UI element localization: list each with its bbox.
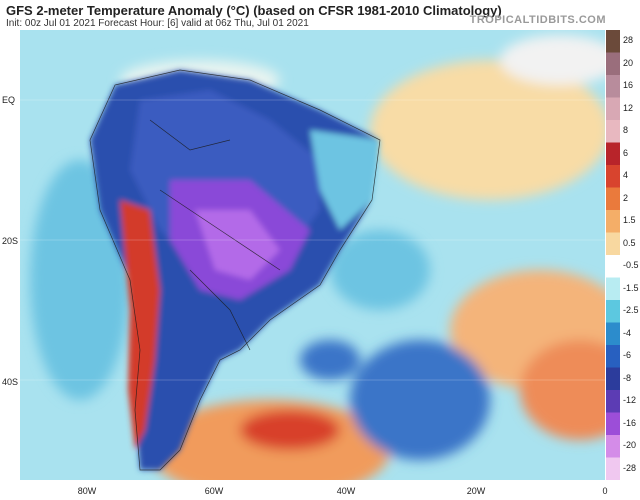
colorbar-tick-label: -20: [623, 440, 637, 451]
colorbar-tick-label: -8: [623, 372, 632, 383]
colorbar-swatch: [606, 412, 620, 436]
lon-label-80w: 80W: [77, 486, 97, 496]
colorbar-swatch: [606, 277, 620, 301]
lon-label-40w: 40W: [336, 486, 356, 496]
map-title: GFS 2-meter Temperature Anomaly (°C) (ba…: [6, 3, 502, 18]
colorbar-swatch: [606, 165, 620, 188]
colorbar-swatch: [606, 232, 620, 256]
colorbar-swatch: [606, 255, 620, 278]
gridlines: [20, 99, 605, 381]
colorbar-tick-label: -1.5: [623, 282, 639, 293]
colorbar-swatch: [606, 300, 620, 323]
lat-label-20s: 20S: [2, 236, 19, 246]
colorbar-tick-label: -16: [623, 417, 637, 428]
colorbar: [606, 30, 620, 480]
colorbar-tick-label: -28: [623, 462, 637, 473]
ocean-anomaly-fields: [30, 35, 605, 480]
lon-label-20w: 20W: [466, 486, 486, 496]
colorbar-tick-label: 20: [623, 57, 634, 68]
colorbar-swatch: [606, 435, 620, 458]
colorbar-tick-label: 1.5: [623, 215, 636, 226]
colorbar-tick-label: -4: [623, 327, 632, 338]
colorbar-swatch: [606, 322, 620, 346]
colorbar-tick-label: 4: [623, 170, 629, 181]
colorbar-tick-label: -0.5: [623, 260, 639, 271]
temperature-anomaly-map: [20, 30, 605, 480]
colorbar-swatch: [606, 97, 620, 121]
header: GFS 2-meter Temperature Anomaly (°C) (ba…: [0, 0, 640, 30]
lon-label-0: 0: [602, 486, 608, 496]
colorbar-tick-label: 0.5: [623, 237, 636, 248]
colorbar-swatch: [606, 30, 620, 53]
colorbar-swatch: [606, 457, 620, 480]
forecast-info: Init: 00z Jul 01 2021 Forecast Hour: [6]…: [6, 18, 309, 29]
colorbar-tick-label: 8: [623, 125, 629, 136]
country-borders: [89, 69, 381, 471]
colorbar-tick-label: -12: [623, 395, 637, 406]
colorbar-tick-label: 12: [623, 102, 634, 113]
colorbar-tick-label: 6: [623, 147, 629, 158]
colorbar-swatch: [606, 75, 620, 98]
south-america: [90, 70, 380, 470]
colorbar-swatch: [606, 187, 620, 211]
lon-label-60w: 60W: [204, 486, 224, 496]
colorbar-swatch: [606, 367, 620, 391]
lat-label-eq: EQ: [2, 95, 16, 105]
colorbar-tick-label: 28: [623, 35, 634, 46]
brand-watermark[interactable]: TROPICALTIDBITS.COM: [469, 14, 606, 26]
colorbar-swatch: [606, 52, 620, 76]
colorbar-tick-label: 16: [623, 80, 634, 91]
colorbar-swatch: [606, 345, 620, 368]
colorbar-swatch: [606, 210, 620, 233]
colorbar-tick-label: 2: [623, 192, 629, 203]
colorbar-tick-label: -6: [623, 350, 632, 361]
colorbar-swatch: [606, 120, 620, 143]
colorbar-tick-label: -2.5: [623, 305, 639, 316]
colorbar-swatch: [606, 142, 620, 166]
lat-label-40s: 40S: [2, 377, 19, 387]
colorbar-swatch: [606, 390, 620, 413]
